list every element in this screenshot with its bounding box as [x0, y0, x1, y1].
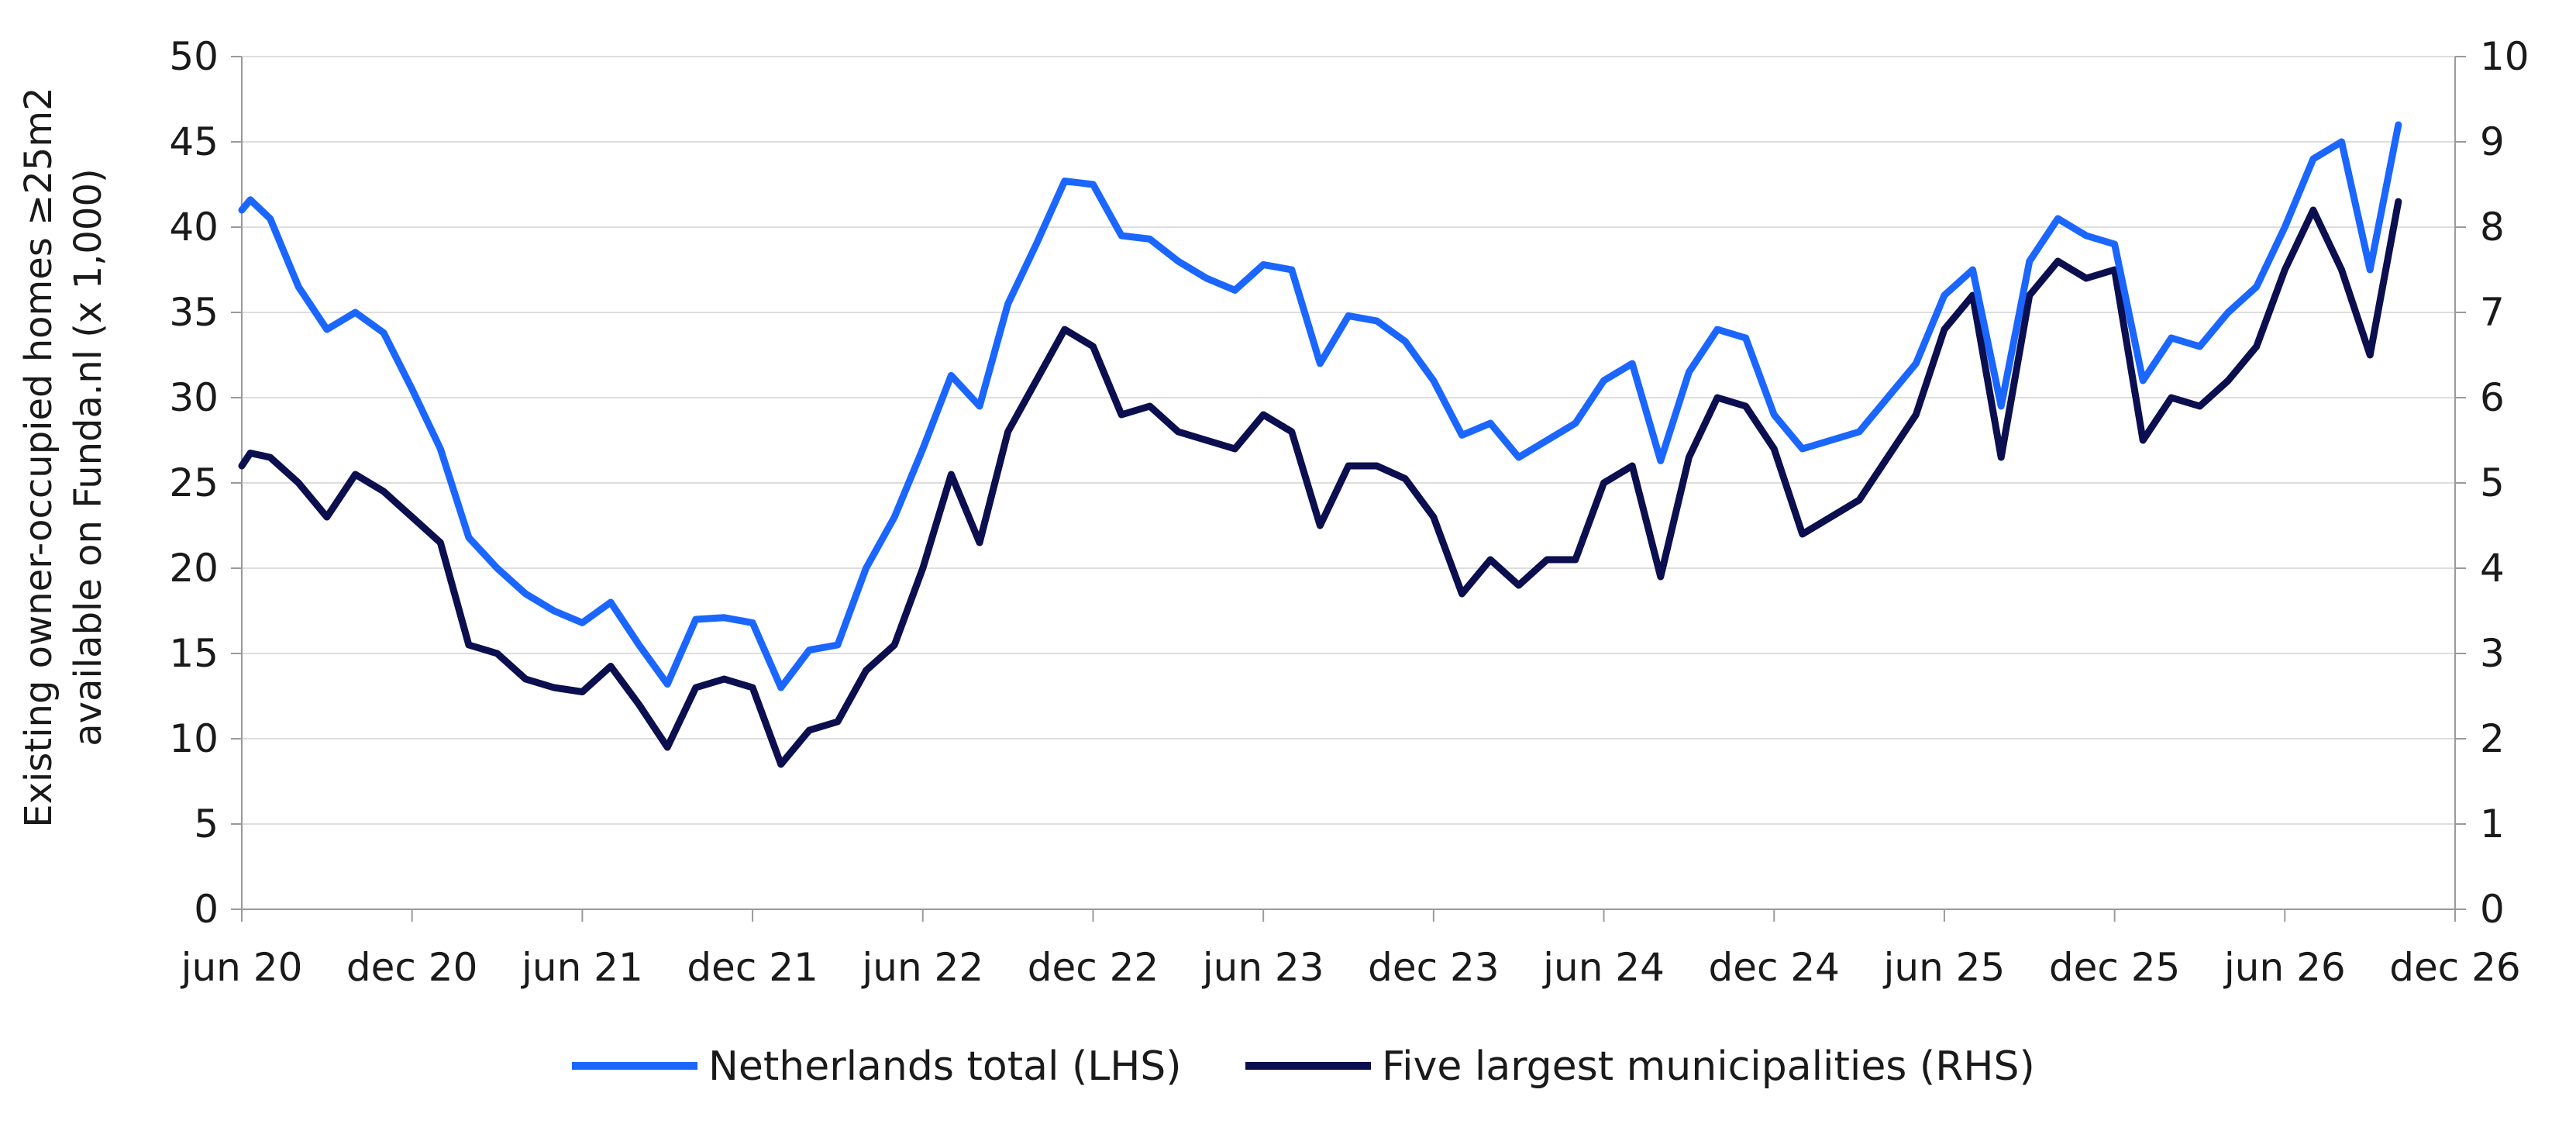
- x-tick-label: dec 25: [2049, 945, 2181, 990]
- x-tick-label: jun 26: [2223, 945, 2346, 990]
- right-axis-ticks: 0 1 2 3 4 5 6 7 8 9 10: [2455, 34, 2530, 932]
- left-tick-label: 5: [194, 802, 219, 846]
- x-tick-label: jun 24: [1542, 945, 1665, 990]
- right-tick-label: 10: [2480, 34, 2530, 79]
- y-axis-title-line-2: available on Funda.nl (x 1,000): [67, 168, 110, 746]
- x-tick-label: jun 20: [181, 945, 303, 990]
- right-tick-label: 2: [2480, 716, 2505, 761]
- x-tick-label: dec 22: [1028, 945, 1159, 990]
- left-tick-label: 30: [169, 375, 219, 420]
- left-tick-label: 15: [169, 631, 219, 676]
- gridlines: [242, 56, 2455, 825]
- left-tick-label: 10: [169, 716, 219, 761]
- series-lines: [238, 121, 2402, 768]
- right-tick-label: 8: [2480, 205, 2505, 250]
- left-tick-label: 40: [169, 205, 219, 250]
- right-tick-label: 6: [2480, 375, 2505, 420]
- left-tick-label: 50: [169, 34, 219, 79]
- series-line-five-largest-municipalities: [238, 198, 2402, 768]
- right-tick-label: 7: [2480, 290, 2505, 335]
- right-tick-label: 4: [2480, 546, 2505, 591]
- left-tick-label: 25: [169, 460, 219, 505]
- left-tick-label: 0: [194, 887, 219, 932]
- x-tick-label: dec 26: [2389, 945, 2521, 990]
- x-tick-label: jun 22: [861, 945, 983, 990]
- series-line-netherlands-total: [238, 121, 2402, 691]
- left-axis-ticks: 0 5 10 15 20 25 30 35 40 45 50: [169, 34, 242, 932]
- x-axis-ticks: jun 20 dec 20 jun 21 dec 21 jun 22 dec 22 jun …: [181, 909, 2521, 990]
- left-tick-label: 35: [169, 290, 219, 335]
- y-axis-title-line-1: Existing owner-occupied homes ≥25m2: [17, 87, 60, 827]
- x-tick-label: dec 20: [346, 945, 478, 990]
- right-tick-label: 5: [2480, 460, 2505, 505]
- x-tick-label: dec 24: [1708, 945, 1840, 990]
- legend: Netherlands total (LHS) Five largest mun…: [572, 1043, 2035, 1090]
- x-tick-label: jun 23: [1202, 945, 1324, 990]
- right-tick-label: 9: [2480, 119, 2505, 164]
- right-tick-label: 0: [2480, 887, 2505, 932]
- legend-label-five-largest-municipalities: Five largest municipalities (RHS): [1382, 1043, 2035, 1090]
- x-tick-label: jun 25: [1883, 945, 2006, 990]
- legend-label-netherlands-total: Netherlands total (LHS): [708, 1043, 1182, 1090]
- left-tick-label: 45: [169, 119, 219, 164]
- right-tick-label: 1: [2480, 802, 2505, 846]
- x-tick-label: jun 21: [521, 945, 643, 990]
- x-tick-label: dec 23: [1368, 945, 1500, 990]
- x-tick-label: dec 21: [687, 945, 818, 990]
- right-tick-label: 3: [2480, 631, 2505, 676]
- left-tick-label: 20: [169, 546, 219, 591]
